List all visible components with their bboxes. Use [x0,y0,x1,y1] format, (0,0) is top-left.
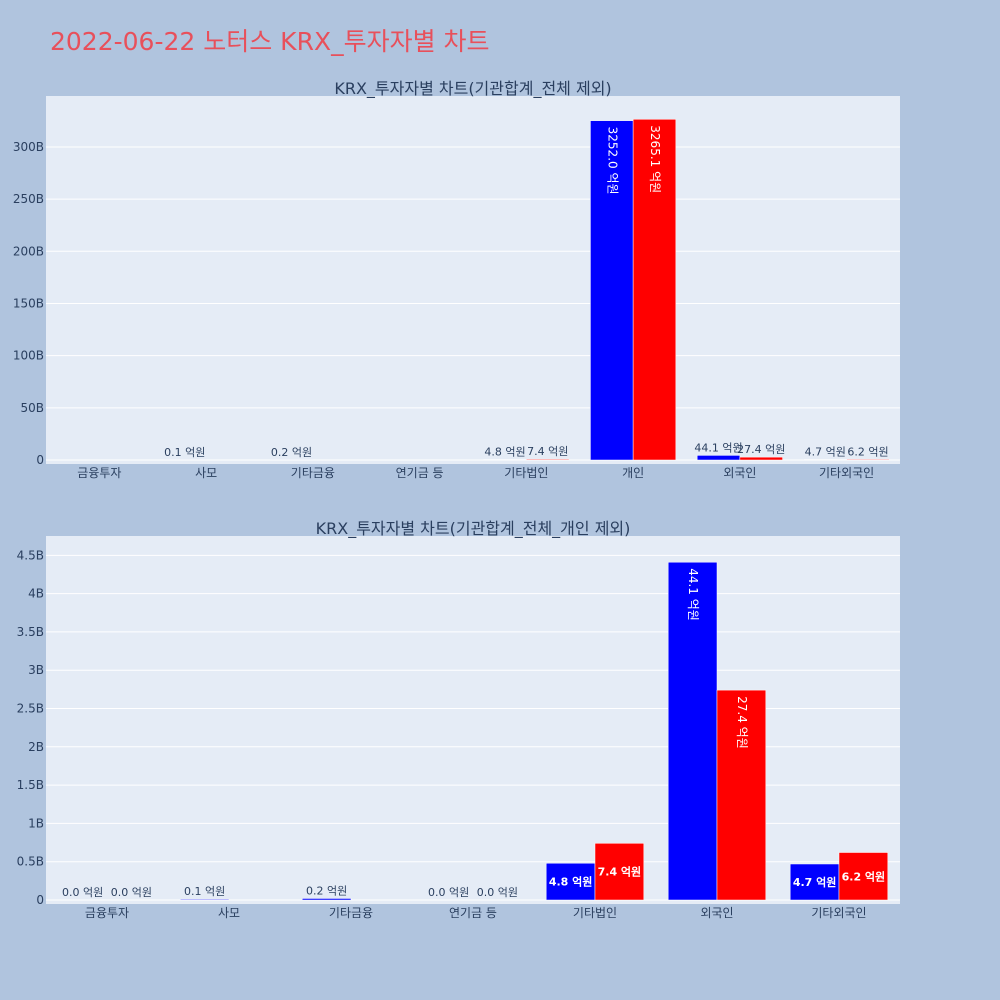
plot-area [46,536,900,904]
y-tick-label: 200B [13,244,44,258]
x-tick-label: 기타외국인 [819,466,874,480]
bar [632,119,677,461]
bar [594,843,645,901]
page-title: 2022-06-22 노터스 KRX_투자자별 차트 [50,27,490,56]
y-tick-label: 50B [20,401,44,415]
y-tick-label: 250B [13,192,44,206]
y-tick-label: 0 [36,453,44,467]
data-label: 0.1 억원 [184,885,225,898]
x-tick-label: 기타금융 [291,466,335,480]
y-tick-label: 0 [36,893,44,907]
bar [545,862,596,901]
data-label: 0.0 억원 [62,886,103,899]
data-label: 44.1 억원 [694,441,742,454]
x-tick-label: 개인 [622,466,644,480]
data-label: 0.1 억원 [164,446,205,459]
data-label: 0.2 억원 [306,884,347,897]
bar [590,120,634,461]
y-tick-label: 2.5B [17,702,44,716]
data-label: 4.7 억원 [793,875,837,889]
chart-1: 0 50B 100B 150B 200B 250B 300B KRX_투자자별 차트(기관합계… [13,79,900,480]
x-tick-label: 기타법인 [504,466,548,480]
y-tick-label: 3.5B [17,625,44,639]
x-tick-label: 연기금 등 [449,906,497,920]
bar [301,898,352,901]
bar [179,898,230,901]
x-tick-label: 기타외국인 [811,906,866,920]
y-tick-label: 150B [13,296,44,310]
bar [696,455,741,461]
data-label: 4.7 억원 [805,446,846,459]
x-tick-label: 사모 [218,906,240,920]
y-tick-label: 100B [13,349,44,363]
bar [838,852,889,901]
bar [739,456,783,461]
x-tick-label: 외국인 [723,466,756,480]
data-label: 4.8 억원 [549,875,593,889]
x-tick-label: 금융투자 [85,906,129,920]
data-label: 0.0 억원 [111,886,152,899]
chart-title: KRX_투자자별 차트(기관합계_전체_개인 제외) [316,519,631,539]
x-tick-label: 기타금융 [329,906,373,920]
y-tick-label: 0.5B [17,855,44,869]
x-tick-label: 금융투자 [77,466,121,480]
data-label: 0.0 억원 [477,886,518,899]
data-label: 27.4 억원 [735,696,749,749]
data-label: 0.0 억원 [428,886,469,899]
bar [667,561,718,901]
bar [483,459,527,461]
data-label: 7.4 억원 [527,445,568,458]
data-label: 6.2 억원 [842,869,886,883]
y-tick-label: 300B [13,140,44,154]
data-label: 0.2 억원 [271,446,312,459]
data-label: 44.1 억원 [686,568,700,621]
y-tick-label: 1.5B [17,778,44,792]
data-label: 7.4 억원 [598,865,642,879]
x-tick-label: 사모 [195,466,217,480]
x-tick-label: 외국인 [700,906,733,920]
data-label: 27.4 억원 [737,443,785,456]
bar [716,689,767,901]
data-label: 3265.1 억원 [648,125,662,193]
chart-2: 0 0.5B 1B 1.5B 2B 2.5B 3B 3.5B 4B 4.5B KRX_투자자별 차트… [17,519,900,920]
y-tick-label: 3B [28,663,44,677]
chart-title: KRX_투자자별 차트(기관합계_전체 제외) [334,79,611,99]
data-label: 3252.0 억원 [605,127,619,195]
bar [846,459,890,461]
y-tick-label: 2B [28,740,44,754]
y-tick-label: 4.5B [17,548,44,562]
x-tick-label: 연기금 등 [396,466,444,480]
x-tick-label: 기타법인 [573,906,617,920]
y-tick-label: 4B [28,587,44,601]
y-tick-label: 1B [28,816,44,830]
bar [526,458,570,461]
plot-area [46,96,900,464]
data-label: 4.8 억원 [484,445,525,458]
data-label: 6.2 억원 [847,445,888,458]
